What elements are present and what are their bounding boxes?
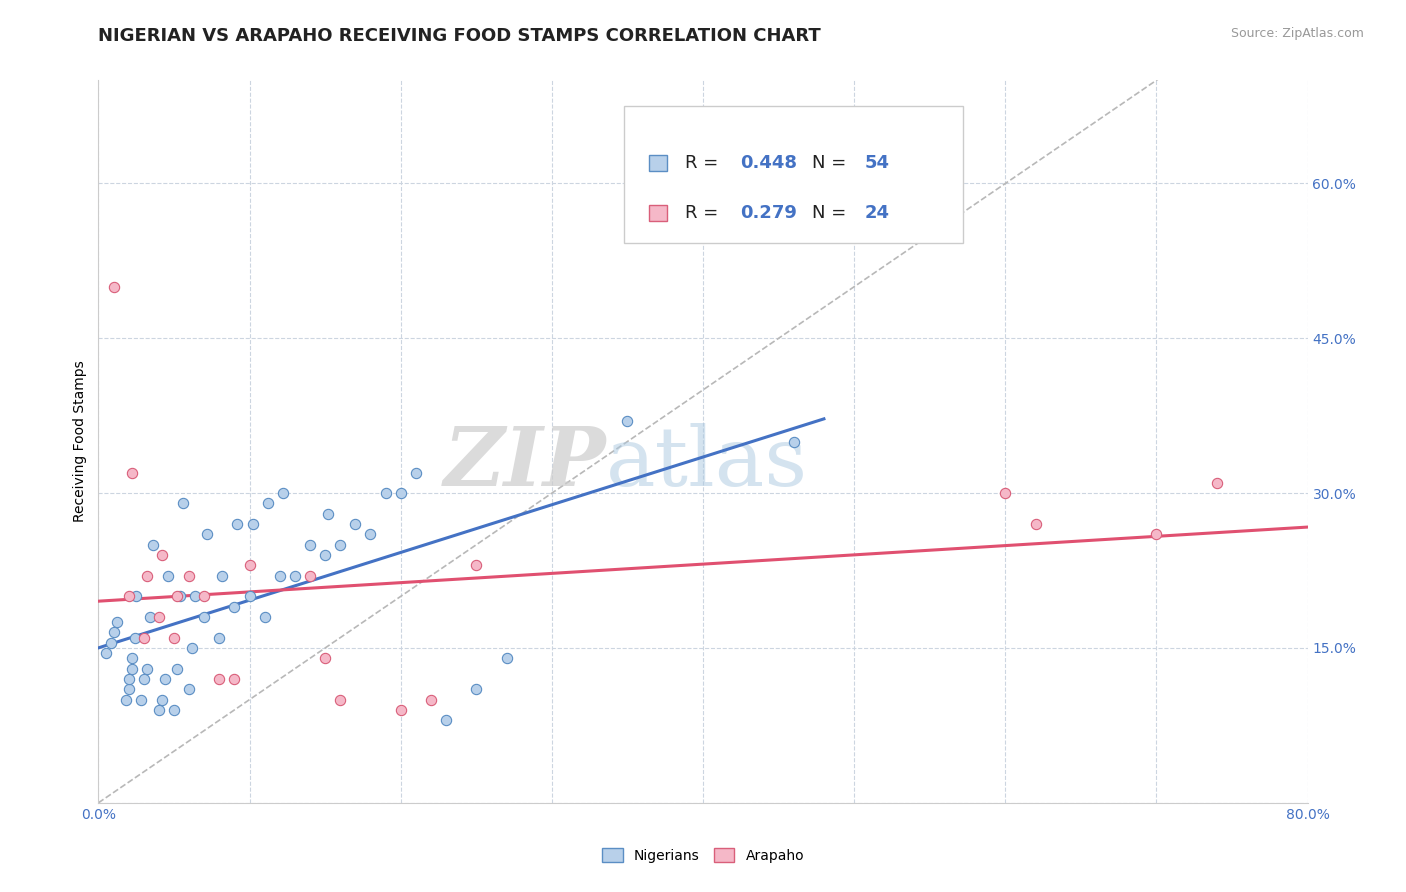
- Point: [103, 279, 125, 293]
- Point: [465, 682, 488, 697]
- Point: [169, 590, 191, 604]
- Point: [329, 692, 352, 706]
- Point: [1206, 475, 1229, 490]
- Point: [132, 672, 155, 686]
- Point: [135, 568, 157, 582]
- Point: [253, 610, 276, 624]
- Point: [434, 713, 457, 727]
- Point: [179, 568, 201, 582]
- Point: [465, 558, 488, 573]
- Point: [103, 625, 125, 640]
- Point: [163, 631, 186, 645]
- Text: R =: R =: [685, 204, 724, 222]
- Point: [179, 682, 201, 697]
- Point: [344, 517, 367, 532]
- Point: [121, 651, 143, 665]
- Point: [181, 640, 204, 655]
- Text: R =: R =: [685, 153, 724, 171]
- Point: [224, 672, 246, 686]
- Point: [125, 590, 148, 604]
- Point: [193, 610, 215, 624]
- Point: [374, 486, 396, 500]
- Point: [226, 517, 249, 532]
- Point: [299, 568, 322, 582]
- Point: [150, 548, 173, 562]
- Point: [329, 538, 352, 552]
- Point: [142, 538, 165, 552]
- Point: [132, 631, 155, 645]
- Point: [166, 590, 188, 604]
- Point: [156, 568, 179, 582]
- Point: [616, 414, 638, 428]
- Y-axis label: Receiving Food Stamps: Receiving Food Stamps: [73, 360, 87, 523]
- Point: [360, 527, 382, 541]
- Text: 24: 24: [865, 204, 889, 222]
- Bar: [648, 154, 668, 170]
- Point: [121, 466, 143, 480]
- Point: [405, 466, 427, 480]
- Text: ZIP: ZIP: [444, 423, 606, 503]
- Point: [135, 662, 157, 676]
- Bar: [648, 205, 668, 221]
- Point: [239, 558, 262, 573]
- Point: [150, 692, 173, 706]
- Point: [994, 486, 1017, 500]
- Point: [118, 590, 141, 604]
- Point: [184, 590, 207, 604]
- Point: [269, 568, 291, 582]
- Text: N =: N =: [813, 204, 852, 222]
- Point: [129, 692, 152, 706]
- Point: [139, 610, 162, 624]
- Point: [495, 651, 517, 665]
- Text: atlas: atlas: [606, 423, 808, 503]
- Legend: Nigerians, Arapaho: Nigerians, Arapaho: [596, 842, 810, 868]
- Point: [124, 631, 146, 645]
- Point: [783, 434, 806, 449]
- Point: [284, 568, 307, 582]
- Point: [148, 610, 170, 624]
- Text: 54: 54: [865, 153, 889, 171]
- Point: [224, 599, 246, 614]
- Point: [166, 662, 188, 676]
- Text: N =: N =: [813, 153, 852, 171]
- Text: Source: ZipAtlas.com: Source: ZipAtlas.com: [1230, 27, 1364, 40]
- Point: [148, 703, 170, 717]
- Point: [239, 590, 262, 604]
- Point: [163, 703, 186, 717]
- Text: 0.279: 0.279: [740, 204, 797, 222]
- Point: [389, 703, 412, 717]
- Point: [256, 496, 278, 510]
- Point: [314, 651, 336, 665]
- Point: [208, 631, 231, 645]
- Text: 0.448: 0.448: [740, 153, 797, 171]
- Point: [211, 568, 233, 582]
- Point: [1144, 527, 1167, 541]
- Text: NIGERIAN VS ARAPAHO RECEIVING FOOD STAMPS CORRELATION CHART: NIGERIAN VS ARAPAHO RECEIVING FOOD STAMP…: [98, 27, 821, 45]
- Point: [420, 692, 443, 706]
- Point: [105, 615, 128, 630]
- Point: [118, 682, 141, 697]
- Point: [316, 507, 339, 521]
- Point: [121, 662, 143, 676]
- Point: [271, 486, 294, 500]
- Point: [118, 672, 141, 686]
- Point: [314, 548, 336, 562]
- Point: [299, 538, 322, 552]
- Point: [242, 517, 264, 532]
- Point: [195, 527, 218, 541]
- Point: [208, 672, 231, 686]
- Point: [114, 692, 136, 706]
- Point: [389, 486, 412, 500]
- Point: [193, 590, 215, 604]
- Point: [172, 496, 194, 510]
- Point: [153, 672, 176, 686]
- Point: [94, 646, 117, 660]
- FancyBboxPatch shape: [624, 105, 963, 243]
- Point: [100, 636, 122, 650]
- Point: [1024, 517, 1046, 532]
